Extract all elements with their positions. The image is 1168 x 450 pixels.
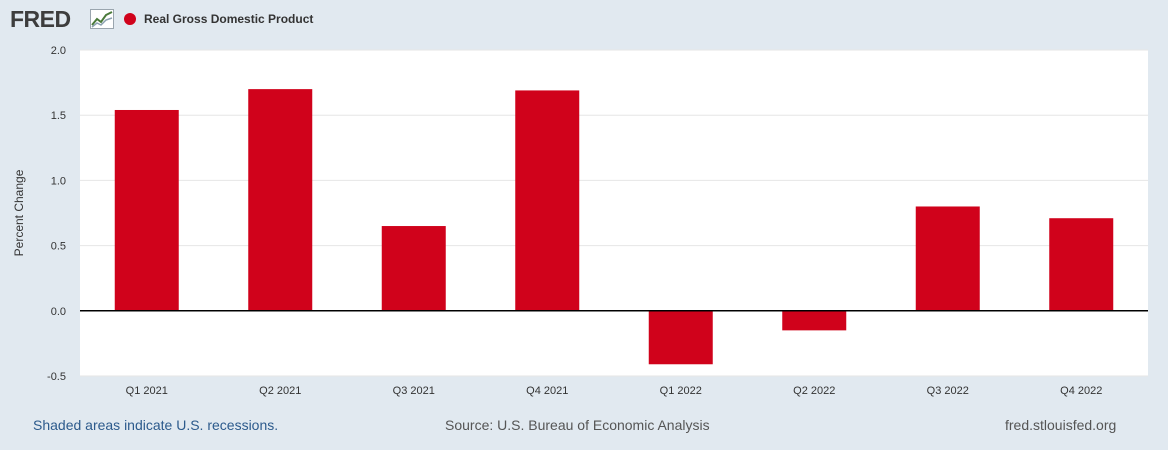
bar[interactable] [381, 226, 446, 311]
y-axis-label: Percent Change [12, 169, 26, 256]
bar[interactable] [648, 310, 713, 365]
x-tick-label: Q2 2022 [793, 385, 835, 397]
y-tick-label: 0.5 [51, 241, 66, 253]
plot-background [80, 50, 1148, 376]
chart-graph-icon [90, 9, 114, 29]
bar[interactable] [248, 89, 313, 311]
bar[interactable] [114, 109, 179, 311]
x-tick-label: Q3 2021 [393, 385, 435, 397]
y-tick-label: 1.5 [51, 110, 66, 122]
y-tick-label: -0.5 [47, 371, 66, 383]
bar[interactable] [915, 206, 980, 311]
x-axis-ticks: Q1 2021 Q2 2021 Q3 2021 Q4 2021 Q1 2022 Q2 20… [126, 385, 1103, 397]
x-tick-label: Q4 2021 [526, 385, 568, 397]
bar[interactable] [1049, 218, 1114, 311]
legend-marker [124, 13, 136, 25]
source-text: Source: U.S. Bureau of Economic Analysis [445, 417, 710, 433]
y-tick-label: 1.0 [51, 175, 66, 187]
site-link[interactable]: fred.stlouisfed.org [1005, 417, 1117, 433]
x-tick-label: Q1 2021 [126, 385, 168, 397]
x-tick-label: Q3 2022 [927, 385, 969, 397]
x-tick-label: Q1 2022 [660, 385, 702, 397]
bars [114, 89, 1114, 365]
bar[interactable] [515, 90, 580, 311]
chart-header: FRED Real Gross Domestic Product [0, 0, 1168, 40]
bar-chart: -0.5 0.0 0.5 1.0 1.5 2.0 Q1 2021 Q2 2021 Q3 202… [12, 45, 1148, 397]
bar[interactable] [782, 310, 847, 331]
x-tick-label: Q4 2022 [1060, 385, 1102, 397]
x-tick-label: Q2 2021 [259, 385, 301, 397]
legend-label[interactable]: Real Gross Domestic Product [144, 12, 314, 26]
y-axis-ticks: -0.5 0.0 0.5 1.0 1.5 2.0 [47, 45, 66, 383]
y-tick-label: 2.0 [51, 45, 66, 57]
recessions-note-link[interactable]: Shaded areas indicate U.S. recessions. [33, 417, 279, 433]
fred-logo[interactable]: FRED [10, 6, 71, 32]
y-tick-label: 0.0 [51, 306, 66, 318]
